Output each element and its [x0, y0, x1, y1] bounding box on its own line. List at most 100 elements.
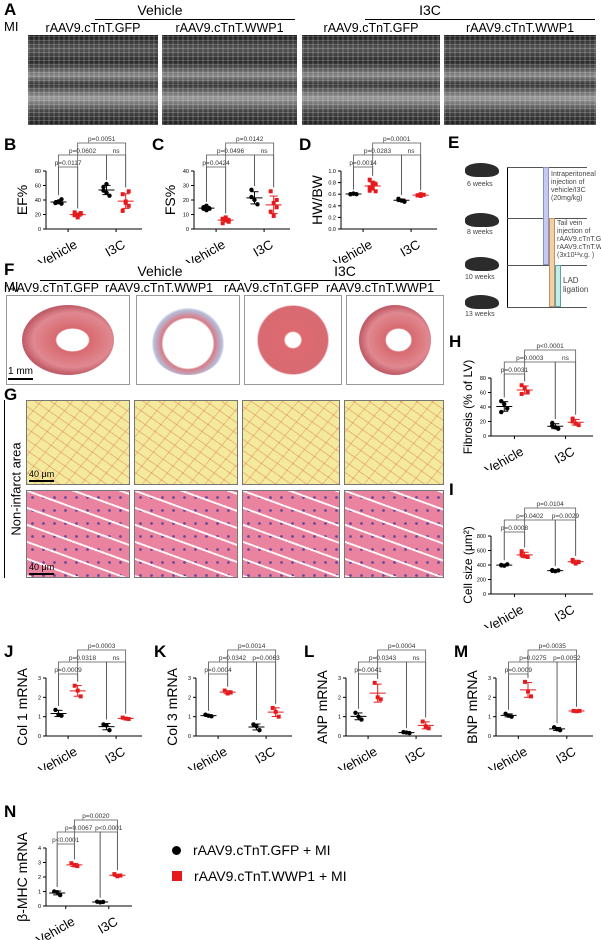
x-tick-label: Vehicle	[36, 237, 80, 263]
sirius-red-image	[134, 400, 238, 485]
mouse-icon	[465, 295, 499, 309]
significance-bracket	[372, 142, 422, 191]
panel-f-vehicle-header: Vehicle	[137, 263, 183, 279]
legend-item-gfp: rAAV9.cTnT.GFP + MI	[172, 842, 331, 858]
step-label: Intraperitoneal injection of vehicle/I3C…	[551, 171, 596, 202]
y-tick-label: 1	[338, 715, 341, 721]
panel-a-vehicle-header: Vehicle	[137, 2, 183, 18]
y-tick-label: 80	[35, 169, 41, 175]
data-point-wwp1	[72, 210, 77, 215]
significance-bracket	[527, 649, 577, 707]
significance-bracket	[256, 661, 277, 721]
p-value-label: ns	[408, 148, 416, 155]
legend-label: rAAV9.cTnT.WWP1 + MI	[194, 868, 347, 884]
panel-label: M	[454, 642, 468, 661]
data-point-wwp1	[274, 205, 279, 210]
x-tick-label: I3C	[253, 744, 278, 767]
data-point-wwp1	[570, 416, 575, 421]
panel-f-i3c-header: I3C	[334, 263, 356, 279]
data-point-wwp1	[373, 189, 378, 194]
y-tick-label: 800	[477, 534, 486, 540]
significance-bracket	[524, 349, 577, 415]
region-label: Non-infarct area	[8, 442, 24, 536]
y-tick-label: 60	[35, 184, 41, 190]
divider	[507, 167, 508, 307]
data-point-wwp1	[367, 188, 372, 193]
panel-a-group: rAAV9.cTnT.WWP1	[465, 21, 575, 35]
data-point-wwp1	[519, 383, 524, 388]
y-tick-label: 40	[480, 405, 486, 411]
panel-label: H	[449, 332, 461, 351]
panel-e-label: E	[448, 133, 460, 152]
x-tick-label: I3C	[95, 914, 120, 937]
y-tick-label: 30	[183, 184, 189, 190]
significance-bracket	[56, 843, 75, 888]
y-tick-label: 0	[488, 734, 491, 740]
p-value-label: p=0.0318	[69, 655, 97, 662]
data-point-wwp1	[120, 208, 125, 213]
square-marker-icon	[172, 871, 182, 881]
data-point-wwp1	[570, 419, 575, 424]
echo-image	[162, 35, 297, 125]
significance-bracket	[77, 142, 127, 209]
step-bar-injection	[543, 167, 549, 265]
x-tick-label: I3C	[251, 237, 276, 260]
legend-item-wwp1: rAAV9.cTnT.WWP1 + MI	[172, 868, 347, 884]
y-tick-label: 400	[477, 563, 486, 569]
p-value-label: p=0.0031	[501, 367, 529, 374]
y-tick-label: 1.0	[328, 169, 336, 175]
y-axis-label: Col 3 mRNA	[164, 667, 180, 745]
y-tick-label: 3	[38, 861, 41, 867]
significance-bracket	[77, 649, 127, 714]
y-axis-label: β-MHC mRNA	[14, 831, 30, 921]
significance-bracket	[106, 154, 127, 188]
significance-bracket	[106, 661, 127, 720]
step-label: LAD ligation	[563, 276, 589, 294]
panel-a-condition: MI	[4, 19, 19, 34]
x-tick-label: Vehicle	[482, 602, 526, 628]
x-tick-label: I3C	[552, 444, 577, 467]
significance-bracket	[524, 507, 577, 556]
p-value-label: p=0.0602	[69, 148, 97, 155]
panel-label: I	[449, 480, 454, 499]
sirius-red-image	[242, 400, 340, 485]
p-value-label: p=0.0004	[388, 643, 416, 650]
chart-ef: B 0 20 40 60 80 EF% Vehicle I3C p=0.0117 p=0.0602 n…	[4, 135, 142, 263]
significance-bracket	[406, 661, 427, 729]
divider	[40, 280, 240, 281]
y-tick-label: 2	[38, 695, 41, 701]
panel-f-group: rAAV9.cTnT.WWP1	[326, 281, 435, 295]
timepoint: 6 weeks	[467, 181, 493, 188]
data-point-wwp1	[126, 203, 131, 208]
x-tick-label: I3C	[403, 744, 428, 767]
chart-bnp: M 0 1 2 3 BNP mRNA Vehicle I3C p=0.0009 p=0.0275 p…	[454, 642, 593, 770]
panel-a-group: rAAV9.cTnT.WWP1	[175, 21, 284, 35]
panel-a-i3c-header: I3C	[419, 2, 441, 18]
data-point-wwp1	[426, 726, 431, 731]
y-tick-label: 0	[186, 227, 189, 233]
divider	[365, 19, 595, 20]
chart-fs: C 0 10 20 30 40 FS% Vehicle I3C p=0.0424 p=0.0496 n…	[152, 135, 290, 263]
p-value-label: p=0.0014	[349, 160, 377, 167]
significance-bracket	[227, 649, 277, 704]
p-value-label: p=0.0009	[54, 667, 82, 674]
panel-f-condition: MI	[4, 279, 19, 294]
y-tick-label: 80	[480, 376, 486, 382]
divider	[4, 400, 5, 578]
p-value-label: p=0.0004	[204, 667, 232, 674]
x-tick-label: Vehicle	[186, 744, 230, 770]
scale-bar: 40 μm	[29, 562, 55, 575]
p-value-label: p=0.0051	[88, 136, 116, 143]
histology-heart	[6, 295, 130, 385]
data-point-wwp1	[268, 209, 273, 214]
significance-bracket	[554, 361, 577, 419]
chart-col3: K 0 1 2 3 Col 3 mRNA Vehicle I3C p=0.0004 p=0.034…	[154, 642, 292, 770]
data-point-wwp1	[367, 177, 372, 182]
y-tick-label: 0.8	[328, 181, 336, 187]
panel-label: L	[304, 642, 314, 661]
divider	[250, 280, 440, 281]
significance-bracket	[556, 661, 577, 724]
y-tick-label: 0	[483, 592, 486, 598]
